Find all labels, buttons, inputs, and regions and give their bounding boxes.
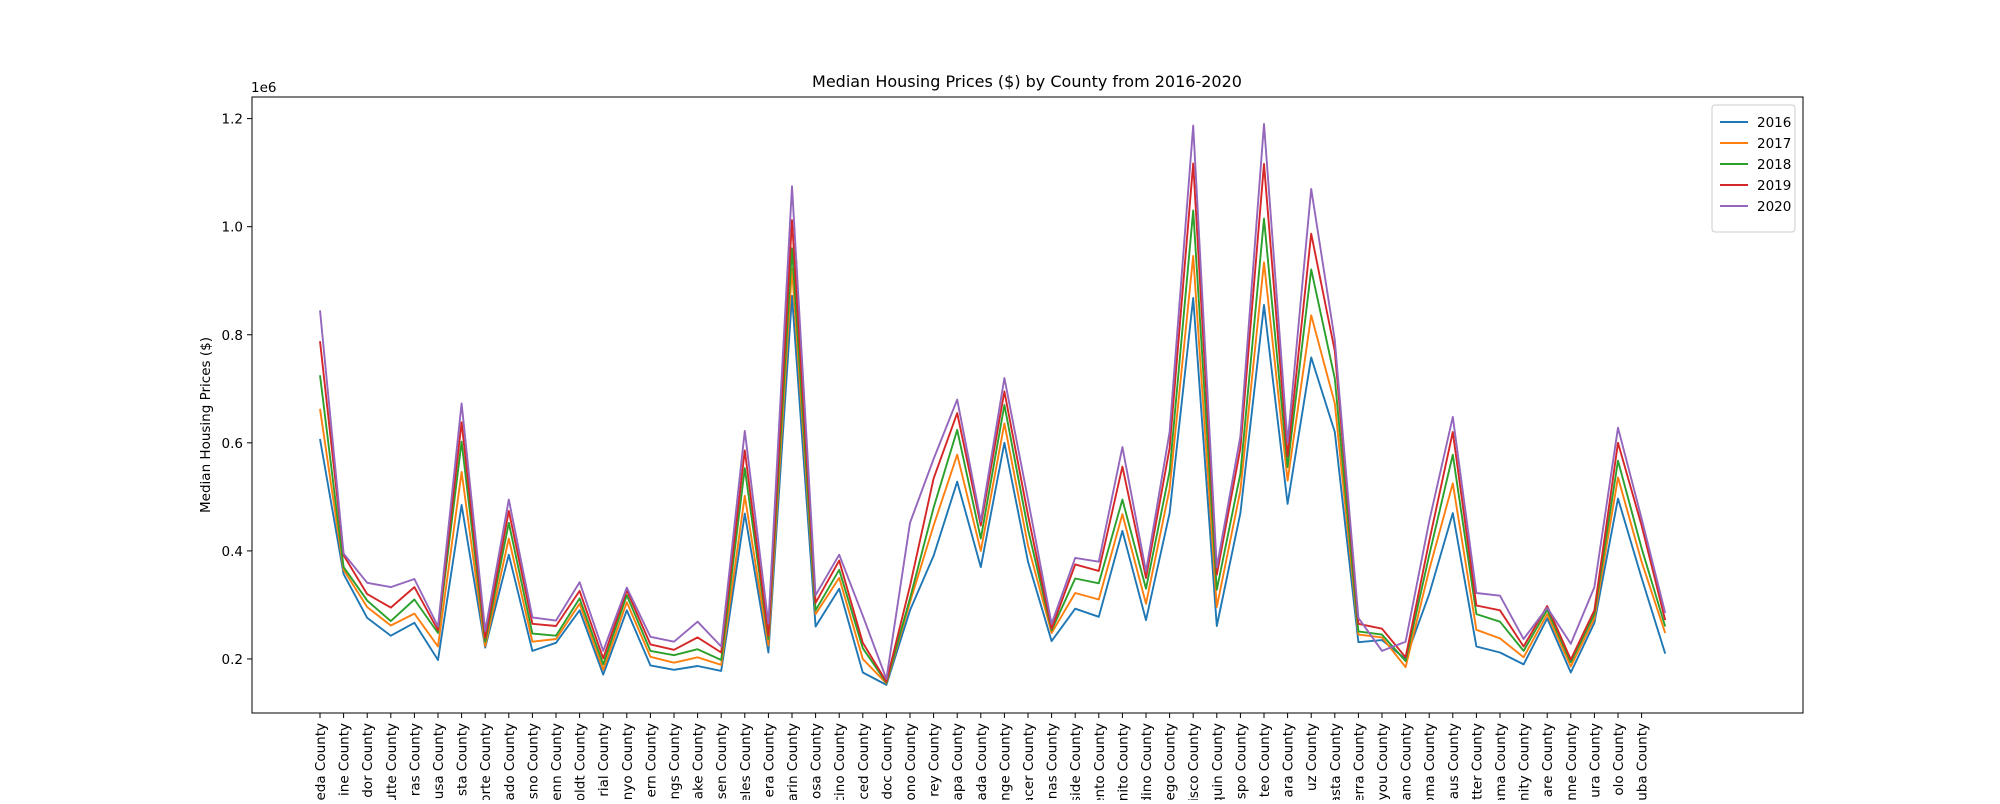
x-tick-label: ado County: [502, 723, 518, 800]
x-tick-label: doc County: [879, 723, 895, 800]
x-tick-label: oma County: [1422, 723, 1438, 800]
x-tick-label: osa County: [809, 723, 825, 799]
x-tick-label: arin County: [785, 723, 801, 800]
x-tick-label: ento County: [1092, 723, 1108, 800]
x-tick-label: ras County: [407, 723, 423, 796]
y-tick-label: 1.2: [222, 112, 243, 128]
y-tick-label: 0.2: [222, 652, 243, 668]
x-tick-label: asta County: [1328, 723, 1344, 800]
y-tick-label: 0.4: [222, 544, 243, 560]
x-tick-label: acer County: [1021, 723, 1037, 800]
x-tick-label: sta County: [455, 723, 471, 796]
y-axis-offset-label: 1e6: [251, 80, 276, 96]
x-tick-label: era County: [761, 723, 777, 798]
x-tick-label: utter County: [1469, 723, 1485, 800]
x-tick-label: rial County: [596, 723, 612, 797]
x-tick-label: nity County: [1517, 723, 1533, 800]
legend-label-2019: 2019: [1757, 178, 1791, 194]
chart-title: Median Housing Prices ($) by County from…: [812, 72, 1242, 91]
x-tick-label: sno County: [525, 723, 541, 799]
x-tick-label: isco County: [1186, 723, 1202, 800]
x-tick-label: enn County: [549, 723, 565, 800]
x-tick-label: nito County: [1115, 723, 1131, 800]
x-tick-label: uba County: [1635, 723, 1651, 800]
axes: 0.2 0.4 0.6 0.8 1.0 1.2 eda County ine County do…: [222, 112, 1651, 800]
x-tick-label: erra County: [1351, 723, 1367, 800]
x-tick-label: nyo County: [620, 723, 636, 800]
x-tick-label: side County: [1068, 723, 1084, 800]
x-tick-label: usa County: [431, 723, 447, 799]
x-tick-label: teo County: [1257, 723, 1273, 797]
x-tick-label: sen County: [714, 723, 730, 799]
x-tick-label: quin County: [1210, 723, 1226, 800]
x-tick-label: olo County: [1611, 723, 1627, 796]
x-tick-label: ano County: [1399, 723, 1415, 800]
y-axis-label: Median Housing Prices ($): [198, 337, 214, 513]
x-tick-label: apa County: [950, 723, 966, 800]
x-tick-label: iego County: [1163, 723, 1179, 800]
x-tick-label: eles County: [738, 723, 754, 800]
x-tick-label: dino County: [1139, 723, 1155, 800]
x-tick-label: ono County: [903, 723, 919, 800]
x-tick-label: nne County: [1564, 723, 1580, 800]
x-tick-label: eda County: [313, 723, 329, 800]
x-tick-label: ngs County: [667, 723, 683, 800]
plot-area: [320, 124, 1665, 685]
legend: 2016 2017 2018 2019 2020: [1712, 105, 1795, 232]
x-tick-label: ispo County: [1233, 723, 1249, 800]
x-tick-label: rey County: [927, 723, 943, 797]
legend-label-2020: 2020: [1757, 199, 1791, 215]
y-tick-label: 0.6: [222, 436, 243, 452]
x-tick-label: orte County: [478, 723, 494, 800]
x-tick-label: ama County: [1493, 723, 1509, 800]
x-tick-label: ine County: [337, 723, 353, 796]
x-tick-label: nge County: [997, 723, 1013, 800]
x-tick-label: are County: [1540, 723, 1556, 797]
x-tick-label: ern County: [643, 723, 659, 798]
x-tick-label: you County: [1375, 723, 1391, 800]
x-tick-label: dor County: [360, 723, 376, 798]
legend-label-2017: 2017: [1757, 136, 1791, 152]
y-tick-label: 1.0: [222, 220, 243, 236]
x-tick-label: utte County: [384, 723, 400, 800]
x-tick-label: ura County: [1587, 723, 1603, 798]
x-tick-label: ara County: [1281, 723, 1297, 797]
x-tick-label: ake County: [691, 723, 707, 799]
x-tick-label: uz County: [1304, 723, 1320, 791]
legend-label-2016: 2016: [1757, 115, 1791, 131]
x-tick-label: ced County: [856, 723, 872, 800]
x-tick-label: nas County: [1045, 723, 1061, 799]
x-tick-label: cino County: [832, 723, 848, 800]
y-tick-label: 0.8: [222, 328, 243, 344]
x-tick-label: ada County: [974, 723, 990, 800]
x-tick-label: oldt County: [573, 723, 589, 800]
legend-label-2018: 2018: [1757, 157, 1791, 173]
x-tick-label: aus County: [1446, 723, 1462, 799]
